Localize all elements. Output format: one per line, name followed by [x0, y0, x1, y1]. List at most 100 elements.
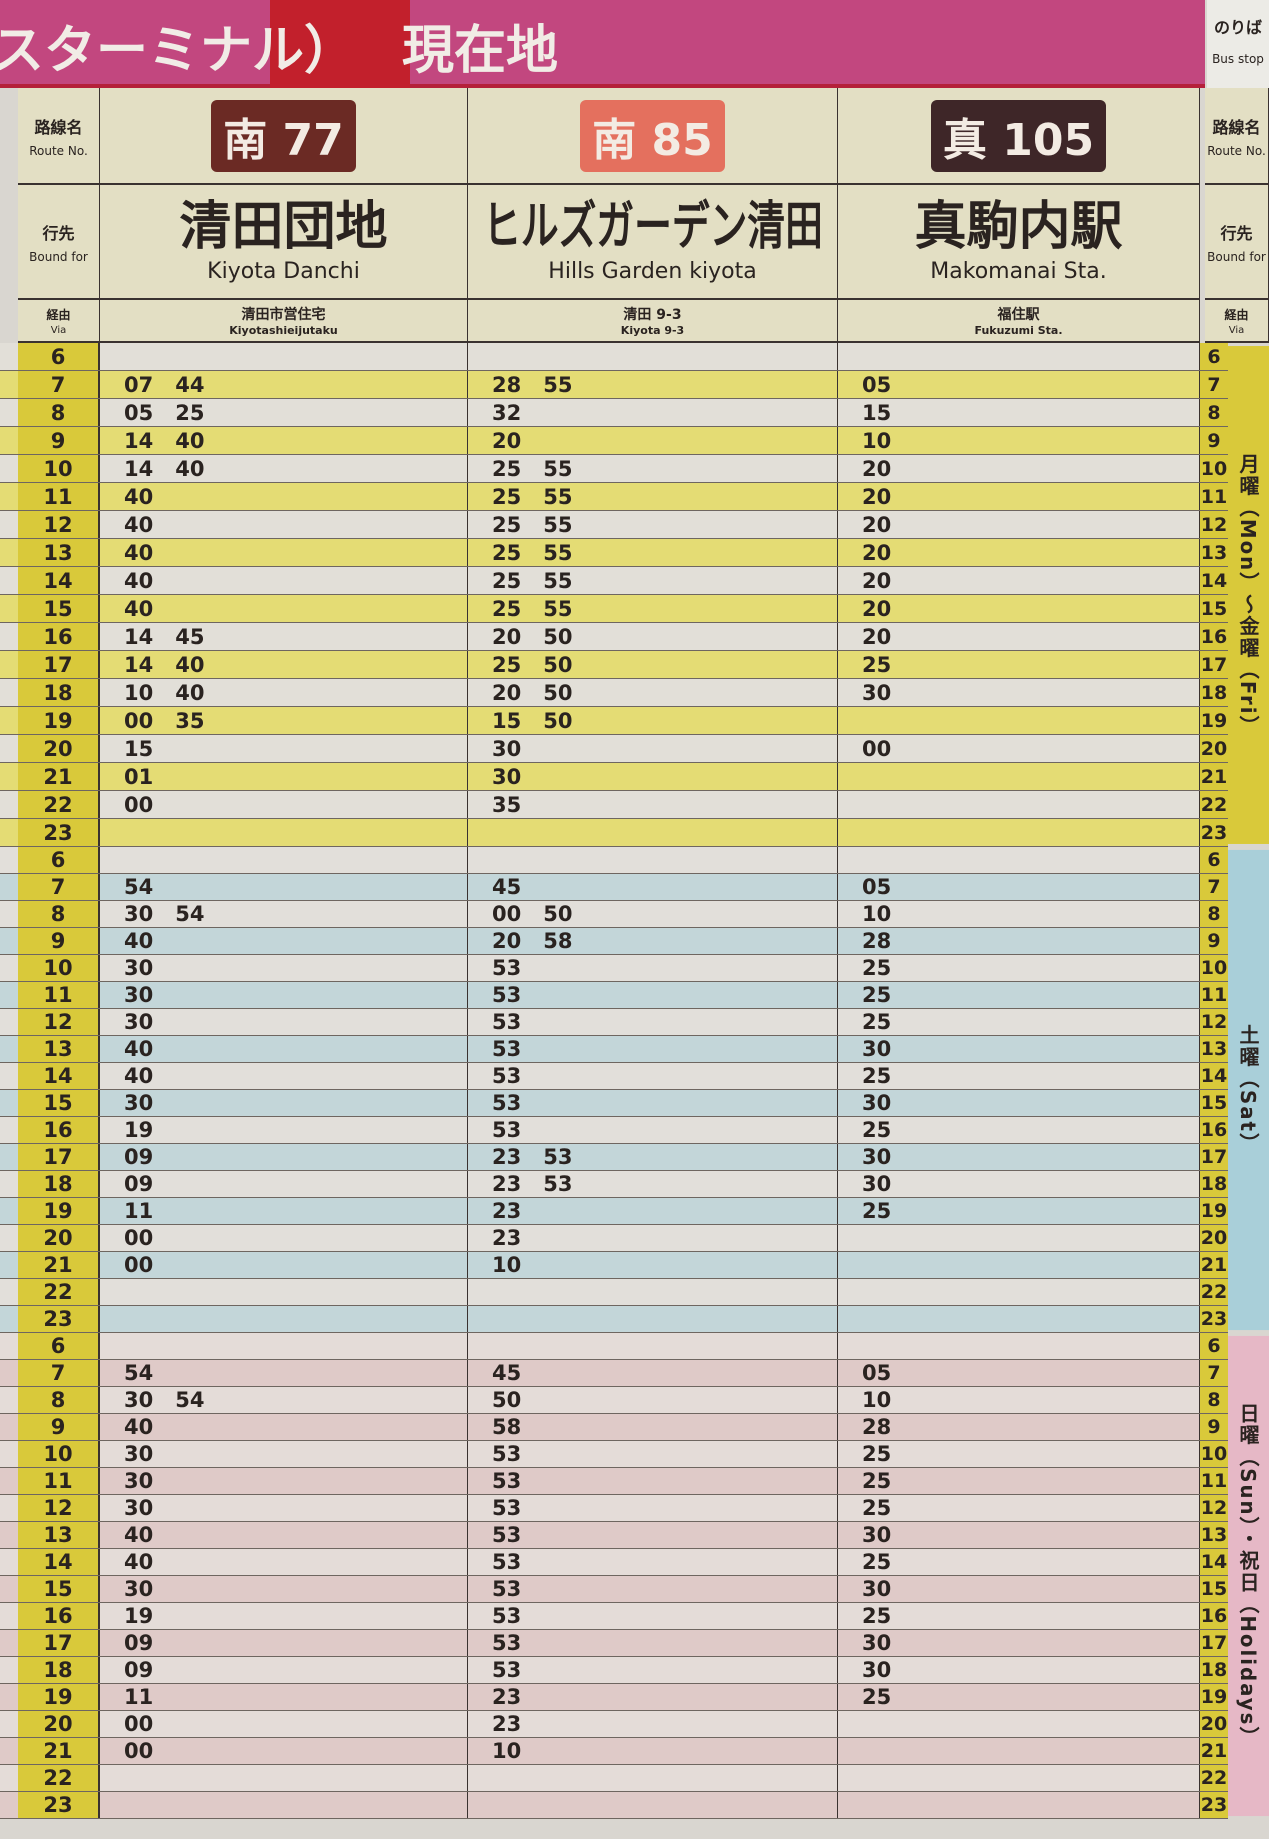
departure-cell [100, 847, 468, 873]
departure-cell: 10 [838, 901, 1200, 927]
departure-minute: 05 [862, 875, 892, 899]
departure-minute: 30 [492, 764, 522, 789]
departure-cell: 30 [100, 982, 468, 1008]
departure-minute: 20 [862, 484, 892, 509]
hour-label-right: 23 [1200, 1306, 1228, 1333]
departure-minute: 53 [492, 1469, 522, 1493]
departure-cell: 23 [468, 1198, 838, 1224]
departure-cell: 00 [100, 1225, 468, 1251]
table-row: 8 30 54 00 50 10 [0, 901, 1200, 928]
departure-minute: 25 [862, 1118, 892, 1142]
destination-jp: ヒルズガーデン清田 [482, 197, 823, 258]
departure-cell: 00 [100, 1738, 468, 1764]
departure-cell: 40 [100, 567, 468, 594]
hour-label: 21 [18, 1252, 100, 1278]
table-row: 9 40 58 28 [0, 1414, 1200, 1441]
hour-label-right: 17 [1200, 1630, 1228, 1657]
departure-cell [838, 343, 1200, 370]
departure-minute: 35 [492, 792, 522, 817]
departure-cell: 10 [838, 1387, 1200, 1413]
departure-cell: 05 [838, 874, 1200, 900]
departure-minute: 14 [124, 652, 154, 677]
departure-minute: 45 [175, 624, 205, 649]
hour-label-right: 11 [1200, 982, 1228, 1009]
departure-cell: 00 [100, 1711, 468, 1737]
departure-minute: 20 [862, 456, 892, 481]
departure-minute: 10 [492, 1253, 522, 1277]
departure-minute: 23 [492, 1172, 522, 1196]
location-banner: スターミナル） 現在地 [0, 0, 1205, 88]
departure-minute: 09 [124, 1658, 154, 1682]
destination-cell: 清田団地 Kiyota Danchi [100, 185, 468, 300]
route-label-en: Route No. [29, 143, 88, 158]
departure-minute: 25 [492, 484, 522, 509]
departure-minute: 32 [492, 400, 522, 425]
departure-cell: 09 [100, 1171, 468, 1197]
hour-label-right: 20 [1200, 1711, 1228, 1738]
table-row: 13 40 53 30 [0, 1036, 1200, 1063]
departure-cell: 25 [838, 955, 1200, 981]
departure-minute: 20 [492, 680, 522, 705]
departure-minute: 00 [862, 736, 892, 761]
departure-minute: 00 [124, 708, 154, 733]
hour-label: 22 [18, 1279, 100, 1305]
departure-minute: 53 [492, 1091, 522, 1115]
table-row: 10 30 53 25 [0, 1441, 1200, 1468]
route-badge: 南 77 [211, 99, 356, 172]
hour-label: 18 [18, 679, 100, 706]
via-cell: 清田市営住宅 Kiyotashieijutaku [100, 300, 468, 343]
departure-minute: 50 [543, 708, 573, 733]
table-row: 16 19 53 25 [0, 1117, 1200, 1144]
table-row: 19 11 23 25 [0, 1198, 1200, 1225]
hour-label: 6 [18, 343, 100, 370]
departure-minute: 30 [124, 1469, 154, 1493]
bound-label-right: 行先 Bound for [1205, 185, 1269, 300]
departure-minute: 00 [124, 1253, 154, 1277]
departure-cell: 30 [838, 1522, 1200, 1548]
hour-label: 8 [18, 1387, 100, 1413]
hour-label-right: 21 [1200, 763, 1228, 791]
departure-cell: 25 [838, 1684, 1200, 1710]
departure-minute: 55 [543, 596, 573, 621]
hour-label: 13 [18, 1036, 100, 1062]
hour-label: 12 [18, 1009, 100, 1035]
departure-minute: 14 [124, 624, 154, 649]
departure-minute: 00 [124, 1739, 154, 1763]
hour-label-right: 21 [1200, 1252, 1228, 1279]
table-row: 22 [0, 1765, 1200, 1792]
departure-cell: 00 [838, 735, 1200, 762]
departure-minute: 15 [124, 736, 154, 761]
departure-minute: 09 [124, 1631, 154, 1655]
departure-minute: 25 [492, 652, 522, 677]
departure-cell [838, 1333, 1200, 1359]
departure-minute: 53 [492, 1442, 522, 1466]
departure-cell: 20 [838, 511, 1200, 538]
departure-minute: 25 [862, 983, 892, 1007]
table-row: 8 05 25 32 15 [0, 399, 1200, 427]
departure-minute: 23 [492, 1712, 522, 1736]
table-row: 14 40 25 55 20 [0, 567, 1200, 595]
hour-label-right: 15 [1200, 1576, 1228, 1603]
hour-label: 9 [18, 427, 100, 454]
departure-cell: 14 40 [100, 651, 468, 678]
via-label-jp: 経由 [46, 307, 71, 322]
hour-label-right: 22 [1200, 1279, 1228, 1306]
departure-minute: 40 [124, 540, 154, 565]
table-row: 23 [0, 1306, 1200, 1333]
departure-minute: 30 [862, 1523, 892, 1547]
departure-minute: 00 [124, 1226, 154, 1250]
departure-cell: 10 40 [100, 679, 468, 706]
departure-cell [468, 1306, 838, 1332]
departure-minute: 53 [492, 1010, 522, 1034]
table-row: 6 [0, 1333, 1200, 1360]
departure-cell: 30 [838, 1036, 1200, 1062]
table-row: 19 00 35 15 50 [0, 707, 1200, 735]
departure-minute: 05 [862, 1361, 892, 1385]
departure-minute: 20 [862, 596, 892, 621]
departure-minute: 20 [862, 624, 892, 649]
hour-label-right: 18 [1200, 1657, 1228, 1684]
departure-minute: 25 [862, 1199, 892, 1223]
departure-minute: 28 [862, 1415, 892, 1439]
departure-minute: 40 [124, 596, 154, 621]
hour-label-right: 7 [1200, 874, 1228, 901]
